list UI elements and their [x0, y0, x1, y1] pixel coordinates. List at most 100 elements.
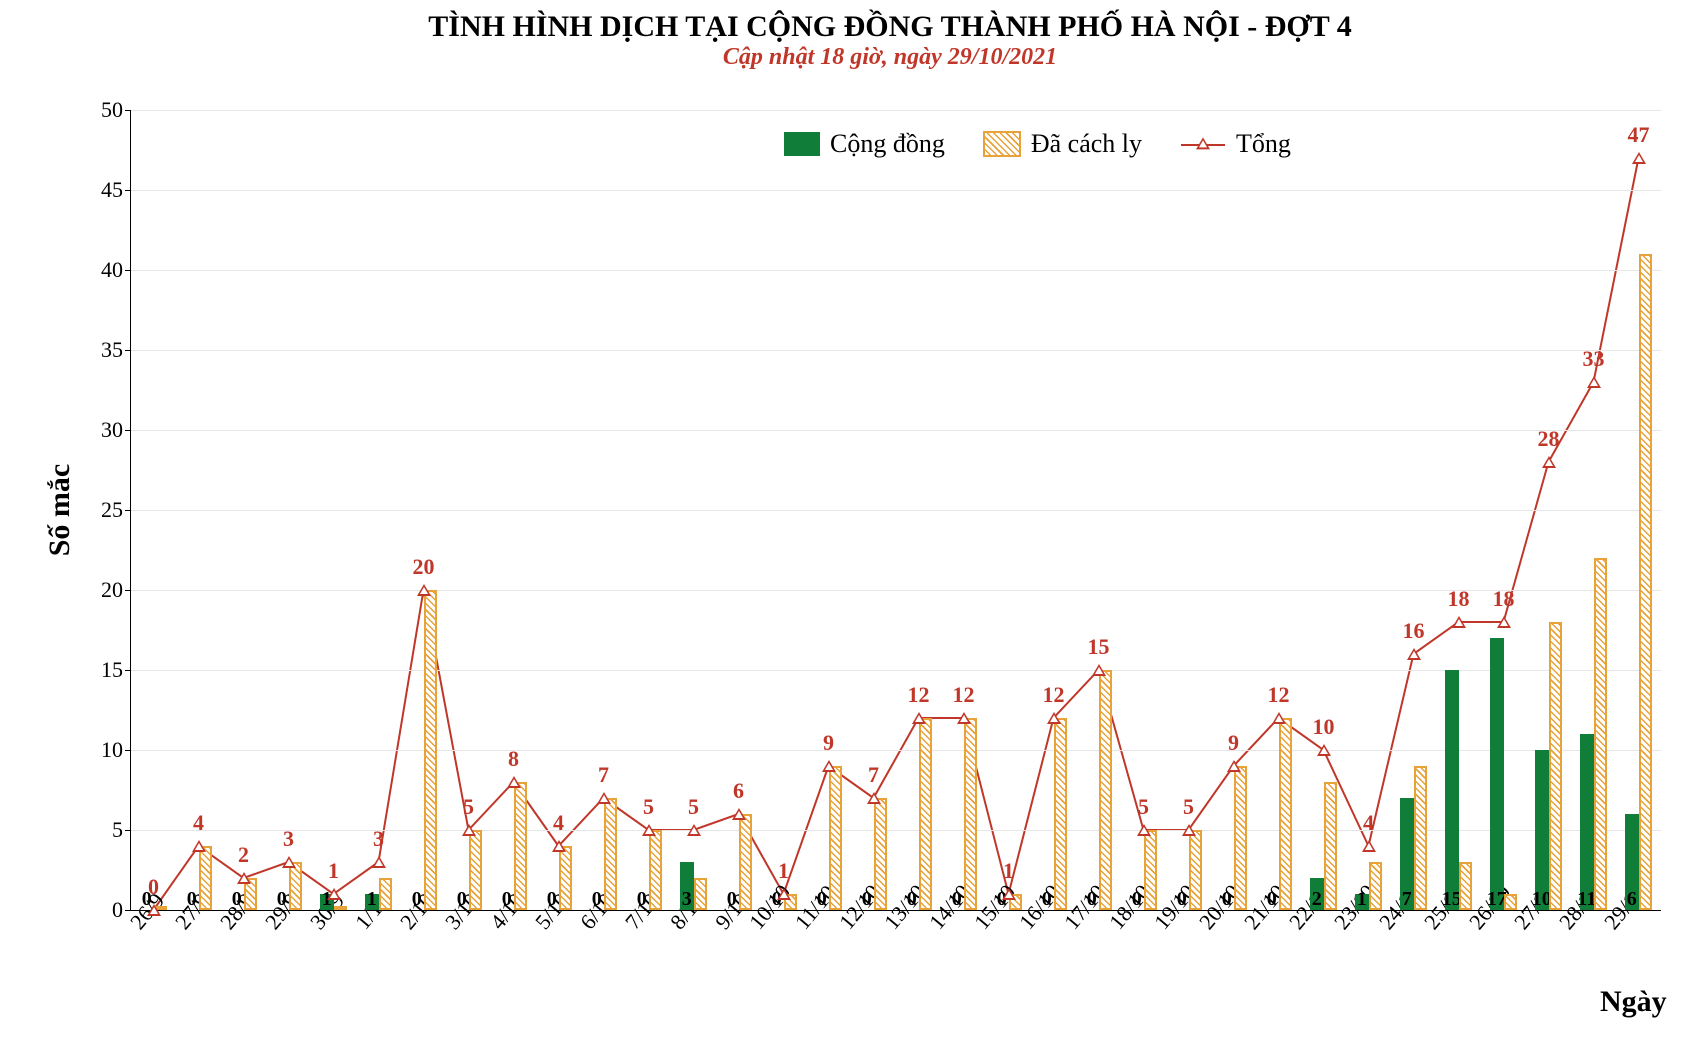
- line-marker-tong: [912, 712, 926, 724]
- line-value-tong: 1: [328, 858, 339, 884]
- legend-swatch-solid: [784, 132, 820, 156]
- line-marker-tong: [147, 904, 161, 916]
- line-marker-tong: [597, 792, 611, 804]
- bar-da-cach-ly: [1594, 558, 1608, 910]
- line-marker-tong: [1227, 760, 1241, 772]
- x-axis-label: Ngày: [1600, 985, 1667, 1019]
- line-value-tong: 1: [1003, 858, 1014, 884]
- bar-da-cach-ly: [1549, 622, 1563, 910]
- line-marker-tong: [1002, 888, 1016, 900]
- legend-item-cong-dong: Cộng đồng: [784, 129, 945, 159]
- line-marker-tong: [867, 792, 881, 804]
- line-value-tong: 28: [1538, 426, 1560, 452]
- line-value-tong: 15: [1088, 634, 1110, 660]
- bar-da-cach-ly: [379, 878, 393, 910]
- line-marker-tong: [372, 856, 386, 868]
- line-marker-tong: [1407, 648, 1421, 660]
- line-value-tong: 4: [193, 810, 204, 836]
- plot-area: 0510152025303540455026/9027/9028/9029/90…: [130, 110, 1661, 911]
- line-marker-tong: [1497, 616, 1511, 628]
- legend-item-tong: Tổng: [1180, 129, 1291, 159]
- bar-da-cach-ly: [199, 846, 213, 910]
- line-value-tong: 5: [1183, 794, 1194, 820]
- line-marker-tong: [957, 712, 971, 724]
- bar-da-cach-ly: [1459, 862, 1473, 910]
- line-marker-tong: [687, 824, 701, 836]
- bar-value-cong-dong: 1: [1357, 888, 1367, 911]
- legend-swatch-hatch: [983, 131, 1021, 157]
- y-tick-label: 20: [101, 577, 131, 603]
- bar-value-cong-dong: 0: [592, 888, 602, 911]
- line-marker-tong: [1137, 824, 1151, 836]
- line-value-tong: 8: [508, 746, 519, 772]
- bar-da-cach-ly: [829, 766, 843, 910]
- grid-line: [131, 670, 1661, 671]
- bar-value-cong-dong: 0: [1132, 888, 1142, 911]
- bar-value-cong-dong: 0: [862, 888, 872, 911]
- bar-da-cach-ly: [1234, 766, 1248, 910]
- bar-da-cach-ly: [604, 798, 618, 910]
- line-marker-tong: [237, 872, 251, 884]
- bar-value-cong-dong: 0: [907, 888, 917, 911]
- bar-value-cong-dong: 0: [637, 888, 647, 911]
- line-value-tong: 7: [598, 762, 609, 788]
- line-value-tong: 18: [1493, 586, 1515, 612]
- grid-line: [131, 350, 1661, 351]
- line-value-tong: 5: [643, 794, 654, 820]
- line-value-tong: 12: [1268, 682, 1290, 708]
- line-marker-tong: [822, 760, 836, 772]
- line-marker-tong: [642, 824, 656, 836]
- bar-da-cach-ly: [1414, 766, 1428, 910]
- bar-value-cong-dong: 0: [1177, 888, 1187, 911]
- bar-da-cach-ly: [1189, 830, 1203, 910]
- line-marker-tong: [1317, 744, 1331, 756]
- y-tick-label: 5: [112, 817, 131, 843]
- bar-da-cach-ly: [559, 846, 573, 910]
- bar-da-cach-ly: [964, 718, 978, 910]
- line-value-tong: 4: [553, 810, 564, 836]
- legend: Cộng đồng Đã cách ly Tổng: [770, 125, 1305, 163]
- line-value-tong: 9: [1228, 730, 1239, 756]
- bar-da-cach-ly: [649, 830, 663, 910]
- line-marker-tong: [327, 888, 341, 900]
- legend-swatch-line: [1180, 132, 1226, 156]
- line-value-tong: 6: [733, 778, 744, 804]
- bar-value-cong-dong: 3: [682, 888, 692, 911]
- line-marker-tong: [282, 856, 296, 868]
- line-value-tong: 0: [148, 874, 159, 900]
- line-marker-tong: [1272, 712, 1286, 724]
- bar-value-cong-dong: 0: [1087, 888, 1097, 911]
- line-marker-tong: [732, 808, 746, 820]
- line-marker-tong: [417, 584, 431, 596]
- line-marker-tong: [1092, 664, 1106, 676]
- bar-da-cach-ly: [919, 718, 933, 910]
- line-marker-tong: [507, 776, 521, 788]
- y-tick-label: 10: [101, 737, 131, 763]
- y-tick-label: 15: [101, 657, 131, 683]
- line-marker-tong: [1362, 840, 1376, 852]
- line-marker-tong: [1182, 824, 1196, 836]
- line-value-tong: 47: [1628, 122, 1650, 148]
- bar-da-cach-ly: [514, 782, 528, 910]
- bar-da-cach-ly: [289, 862, 303, 910]
- chart-subtitle: Cập nhật 18 giờ, ngày 29/10/2021: [110, 44, 1670, 71]
- line-value-tong: 7: [868, 762, 879, 788]
- bar-value-cong-dong: 0: [1222, 888, 1232, 911]
- chart-title: TÌNH HÌNH DỊCH TẠI CỘNG ĐỒNG THÀNH PHỐ H…: [110, 10, 1670, 44]
- line-marker-tong: [192, 840, 206, 852]
- line-value-tong: 5: [688, 794, 699, 820]
- bar-cong-dong: [1580, 734, 1594, 910]
- bar-da-cach-ly: [1054, 718, 1068, 910]
- chart-title-block: TÌNH HÌNH DỊCH TẠI CỘNG ĐỒNG THÀNH PHỐ H…: [110, 10, 1670, 71]
- grid-line: [131, 430, 1661, 431]
- grid-line: [131, 190, 1661, 191]
- chart-container: TÌNH HÌNH DỊCH TẠI CỘNG ĐỒNG THÀNH PHỐ H…: [110, 10, 1670, 1054]
- line-marker-tong: [1632, 152, 1646, 164]
- bar-da-cach-ly: [1279, 718, 1293, 910]
- bar-value-cong-dong: 0: [457, 888, 467, 911]
- bar-value-cong-dong: 0: [412, 888, 422, 911]
- legend-label: Tổng: [1236, 129, 1291, 159]
- bar-value-cong-dong: 1: [367, 888, 377, 911]
- legend-item-da-cach-ly: Đã cách ly: [983, 129, 1142, 159]
- bar-da-cach-ly: [874, 798, 888, 910]
